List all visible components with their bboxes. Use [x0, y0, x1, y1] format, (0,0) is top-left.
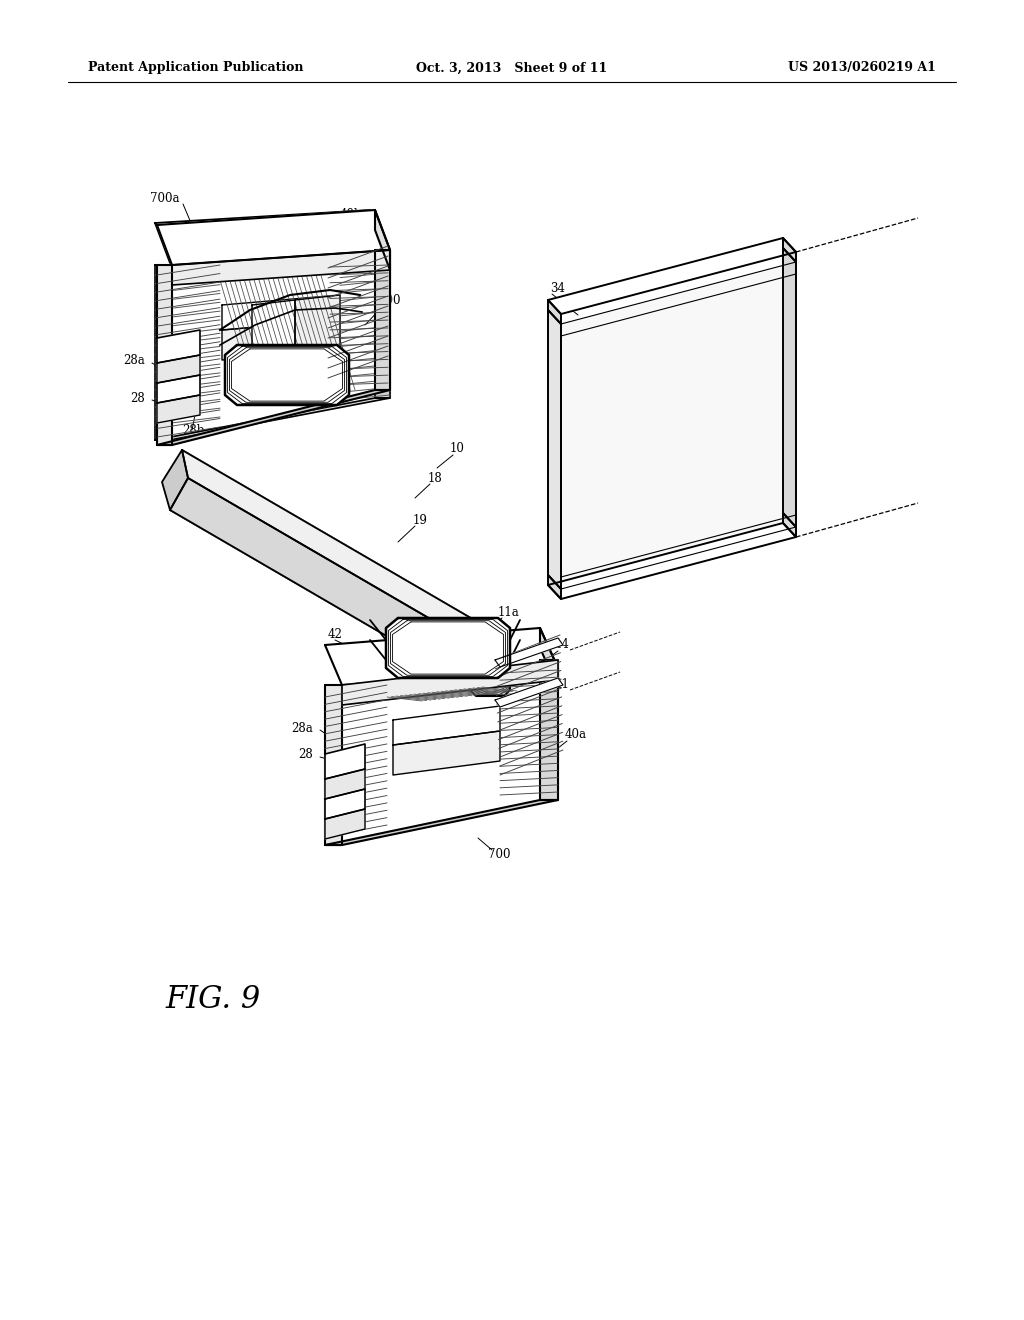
Polygon shape — [157, 355, 200, 383]
Polygon shape — [783, 248, 796, 527]
Text: 700: 700 — [378, 293, 400, 306]
Text: 28: 28 — [130, 392, 145, 404]
Text: 700: 700 — [488, 849, 511, 862]
Polygon shape — [393, 706, 500, 744]
Polygon shape — [495, 638, 563, 667]
Text: 28a: 28a — [123, 354, 145, 367]
Polygon shape — [375, 210, 390, 271]
Polygon shape — [370, 210, 385, 285]
Polygon shape — [548, 523, 796, 599]
Polygon shape — [172, 249, 390, 285]
Polygon shape — [157, 375, 200, 403]
Polygon shape — [325, 744, 365, 779]
Polygon shape — [295, 294, 340, 350]
Polygon shape — [548, 238, 796, 314]
Text: 42: 42 — [328, 628, 343, 642]
Polygon shape — [157, 389, 390, 445]
Polygon shape — [222, 319, 340, 360]
Polygon shape — [495, 678, 563, 708]
Text: 18: 18 — [428, 471, 442, 484]
Polygon shape — [540, 660, 558, 800]
Polygon shape — [157, 265, 172, 445]
Polygon shape — [342, 660, 558, 705]
Polygon shape — [325, 628, 558, 685]
Polygon shape — [325, 809, 365, 840]
Polygon shape — [375, 249, 390, 389]
Text: FIG. 9: FIG. 9 — [165, 985, 260, 1015]
Text: 19: 19 — [413, 513, 428, 527]
Polygon shape — [325, 770, 365, 799]
Polygon shape — [548, 576, 561, 599]
Polygon shape — [783, 513, 796, 537]
Text: 28b: 28b — [328, 776, 350, 789]
Polygon shape — [155, 210, 385, 263]
Text: 10: 10 — [450, 441, 465, 454]
Polygon shape — [325, 685, 342, 845]
Polygon shape — [470, 634, 510, 696]
Polygon shape — [182, 450, 506, 663]
Polygon shape — [386, 618, 510, 678]
Polygon shape — [252, 300, 295, 355]
Polygon shape — [225, 345, 349, 405]
Polygon shape — [162, 450, 188, 510]
Polygon shape — [325, 789, 365, 818]
Polygon shape — [155, 399, 390, 440]
Text: 40a: 40a — [565, 729, 587, 742]
Text: 700a: 700a — [150, 191, 179, 205]
Polygon shape — [548, 310, 561, 589]
Text: 28b: 28b — [182, 424, 205, 437]
Polygon shape — [548, 300, 561, 323]
Polygon shape — [393, 731, 500, 775]
Polygon shape — [783, 238, 796, 261]
Polygon shape — [157, 395, 200, 422]
Text: 40b: 40b — [340, 209, 362, 222]
Polygon shape — [375, 265, 390, 399]
Polygon shape — [157, 330, 200, 363]
Text: 28a: 28a — [291, 722, 313, 734]
Text: 41: 41 — [555, 678, 570, 692]
Text: 28: 28 — [298, 748, 313, 762]
Text: 11a: 11a — [498, 606, 520, 619]
Polygon shape — [157, 210, 390, 265]
Polygon shape — [170, 478, 506, 696]
Polygon shape — [155, 265, 170, 440]
Text: Patent Application Publication: Patent Application Publication — [88, 62, 303, 74]
Polygon shape — [222, 294, 340, 330]
Text: US 2013/0260219 A1: US 2013/0260219 A1 — [788, 62, 936, 74]
Polygon shape — [325, 800, 558, 845]
Text: 34: 34 — [550, 281, 565, 294]
Text: 14: 14 — [555, 639, 570, 652]
Text: Oct. 3, 2013   Sheet 9 of 11: Oct. 3, 2013 Sheet 9 of 11 — [417, 62, 607, 74]
Polygon shape — [561, 261, 796, 589]
Polygon shape — [540, 628, 558, 688]
